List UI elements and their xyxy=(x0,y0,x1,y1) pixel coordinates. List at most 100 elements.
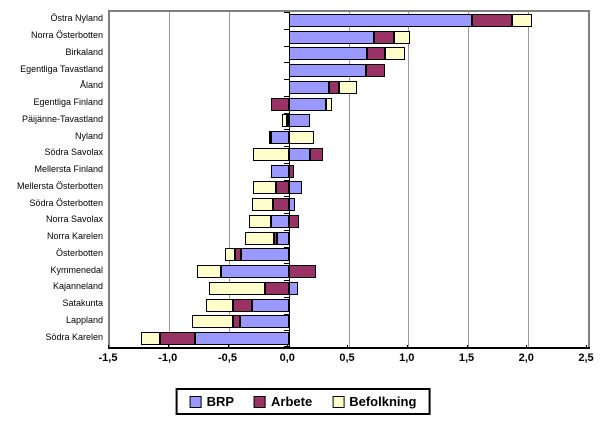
bar-segment-befolkning xyxy=(339,80,358,94)
category-label: Östra Nyland xyxy=(50,13,103,24)
bar-segment-brp xyxy=(289,147,310,161)
category-label: Södra Savolax xyxy=(44,147,103,158)
bar-segment-arbete xyxy=(265,281,290,295)
legend-item: BRP xyxy=(189,394,234,409)
bar-segment-brp xyxy=(289,80,329,94)
bar-segment-arbete xyxy=(472,13,512,27)
x-axis-tick xyxy=(108,345,109,349)
bar-segment-brp xyxy=(289,281,298,295)
category-label: Norra Österbotten xyxy=(30,30,103,41)
category-axis-tick xyxy=(284,146,291,147)
category-axis-tick xyxy=(284,213,291,214)
x-tick-label: -1,5 xyxy=(98,352,118,364)
bar-segment-arbete xyxy=(160,332,195,346)
bar-segment-befolkning xyxy=(252,198,273,212)
category-label: Norra Karelen xyxy=(46,231,103,242)
gridline xyxy=(229,12,230,347)
category-axis-tick xyxy=(284,330,291,332)
category-axis-tick xyxy=(284,246,291,248)
bar-segment-befolkning xyxy=(394,30,410,44)
bar-segment-befolkning xyxy=(253,147,290,161)
category-axis-tick xyxy=(284,263,291,265)
bar-segment-arbete xyxy=(286,114,290,128)
bar-segment-brp xyxy=(277,231,290,245)
x-axis-tick xyxy=(466,345,468,349)
category-label: Satakunta xyxy=(62,298,103,309)
category-axis-tick xyxy=(284,12,291,13)
bar-segment-befolkning xyxy=(245,231,274,245)
bar-segment-brp xyxy=(289,13,473,27)
legend-swatch-icon xyxy=(332,395,345,408)
category-axis-tick xyxy=(284,162,291,164)
x-axis-tick xyxy=(406,345,408,349)
category-label: Egentliga Tavastland xyxy=(20,63,103,74)
legend-item: Arbete xyxy=(254,394,312,409)
x-tick-label: 1,5 xyxy=(458,352,475,364)
bar-segment-befolkning xyxy=(248,214,272,228)
gridline xyxy=(527,12,529,347)
category-axis-tick xyxy=(284,112,291,114)
category-axis-tick xyxy=(284,196,291,198)
bar-segment-arbete xyxy=(268,131,272,145)
category-label: Mellersta Finland xyxy=(34,164,103,175)
category-axis-tick xyxy=(284,95,291,97)
x-tick-label: 0,0 xyxy=(279,352,295,364)
category-label: Norra Savolax xyxy=(45,214,103,225)
category-axis-tick xyxy=(284,129,291,131)
bar-segment-befolkning xyxy=(384,47,406,61)
bar-segment-arbete xyxy=(235,248,242,262)
category-label: Kymmenedal xyxy=(50,264,103,275)
legend-label: Arbete xyxy=(271,394,313,409)
x-axis-tick xyxy=(347,345,348,349)
plot-area xyxy=(108,10,590,349)
legend: BRP Arbete Befolkning xyxy=(175,388,431,415)
bar-segment-befolkning xyxy=(192,315,234,329)
bar-segment-befolkning xyxy=(253,181,277,195)
bar-segment-befolkning xyxy=(326,97,333,111)
bar-segment-arbete xyxy=(276,181,290,195)
bar-segment-arbete xyxy=(374,30,395,44)
x-axis-tick xyxy=(526,345,528,349)
x-tick-label: -1,0 xyxy=(158,352,178,364)
x-tick-label: -0,5 xyxy=(218,352,237,364)
gridline xyxy=(169,12,171,347)
category-axis-tick xyxy=(284,179,291,181)
bar-segment-brp xyxy=(194,332,290,346)
gridline xyxy=(408,12,410,347)
bar-segment-brp xyxy=(289,198,296,212)
x-tick-label: 0,5 xyxy=(339,352,355,364)
bar-segment-befolkning xyxy=(282,114,287,128)
bar-segment-brp xyxy=(289,64,366,78)
x-axis-tick xyxy=(167,345,169,349)
category-axis-tick xyxy=(284,229,291,231)
category-axis-tick xyxy=(284,28,291,30)
gridline xyxy=(468,12,469,347)
bar-segment-arbete xyxy=(309,147,323,161)
bar-segment-arbete xyxy=(289,164,295,178)
category-axis-tick xyxy=(284,79,291,80)
category-axis-tick xyxy=(284,313,291,315)
bar-segment-arbete xyxy=(289,265,316,279)
category-label: Egentliga Finland xyxy=(33,97,103,108)
bar-segment-brp xyxy=(289,30,375,44)
bar-segment-befolkning xyxy=(209,281,266,295)
gridline xyxy=(348,12,350,347)
category-label: Päijänne-Tavastland xyxy=(21,113,103,124)
category-axis-tick xyxy=(284,280,291,281)
bar-segment-befolkning xyxy=(197,265,222,279)
bar-segment-befolkning xyxy=(289,131,315,145)
bar-segment-befolkning xyxy=(141,332,161,346)
category-label: Södra Karelen xyxy=(45,331,103,342)
x-tick-label: 2,0 xyxy=(518,352,534,364)
legend-label: Befolkning xyxy=(349,394,417,409)
bar-segment-brp xyxy=(289,47,367,61)
bar-segment-brp xyxy=(289,97,327,111)
category-axis-tick xyxy=(284,45,291,47)
bar-segment-arbete xyxy=(233,298,253,312)
category-label: Lappland xyxy=(65,314,103,325)
bar-segment-arbete xyxy=(271,97,290,111)
bar-segment-brp xyxy=(271,131,290,145)
category-label: Österbotten xyxy=(55,247,103,258)
x-axis-line xyxy=(108,347,590,349)
